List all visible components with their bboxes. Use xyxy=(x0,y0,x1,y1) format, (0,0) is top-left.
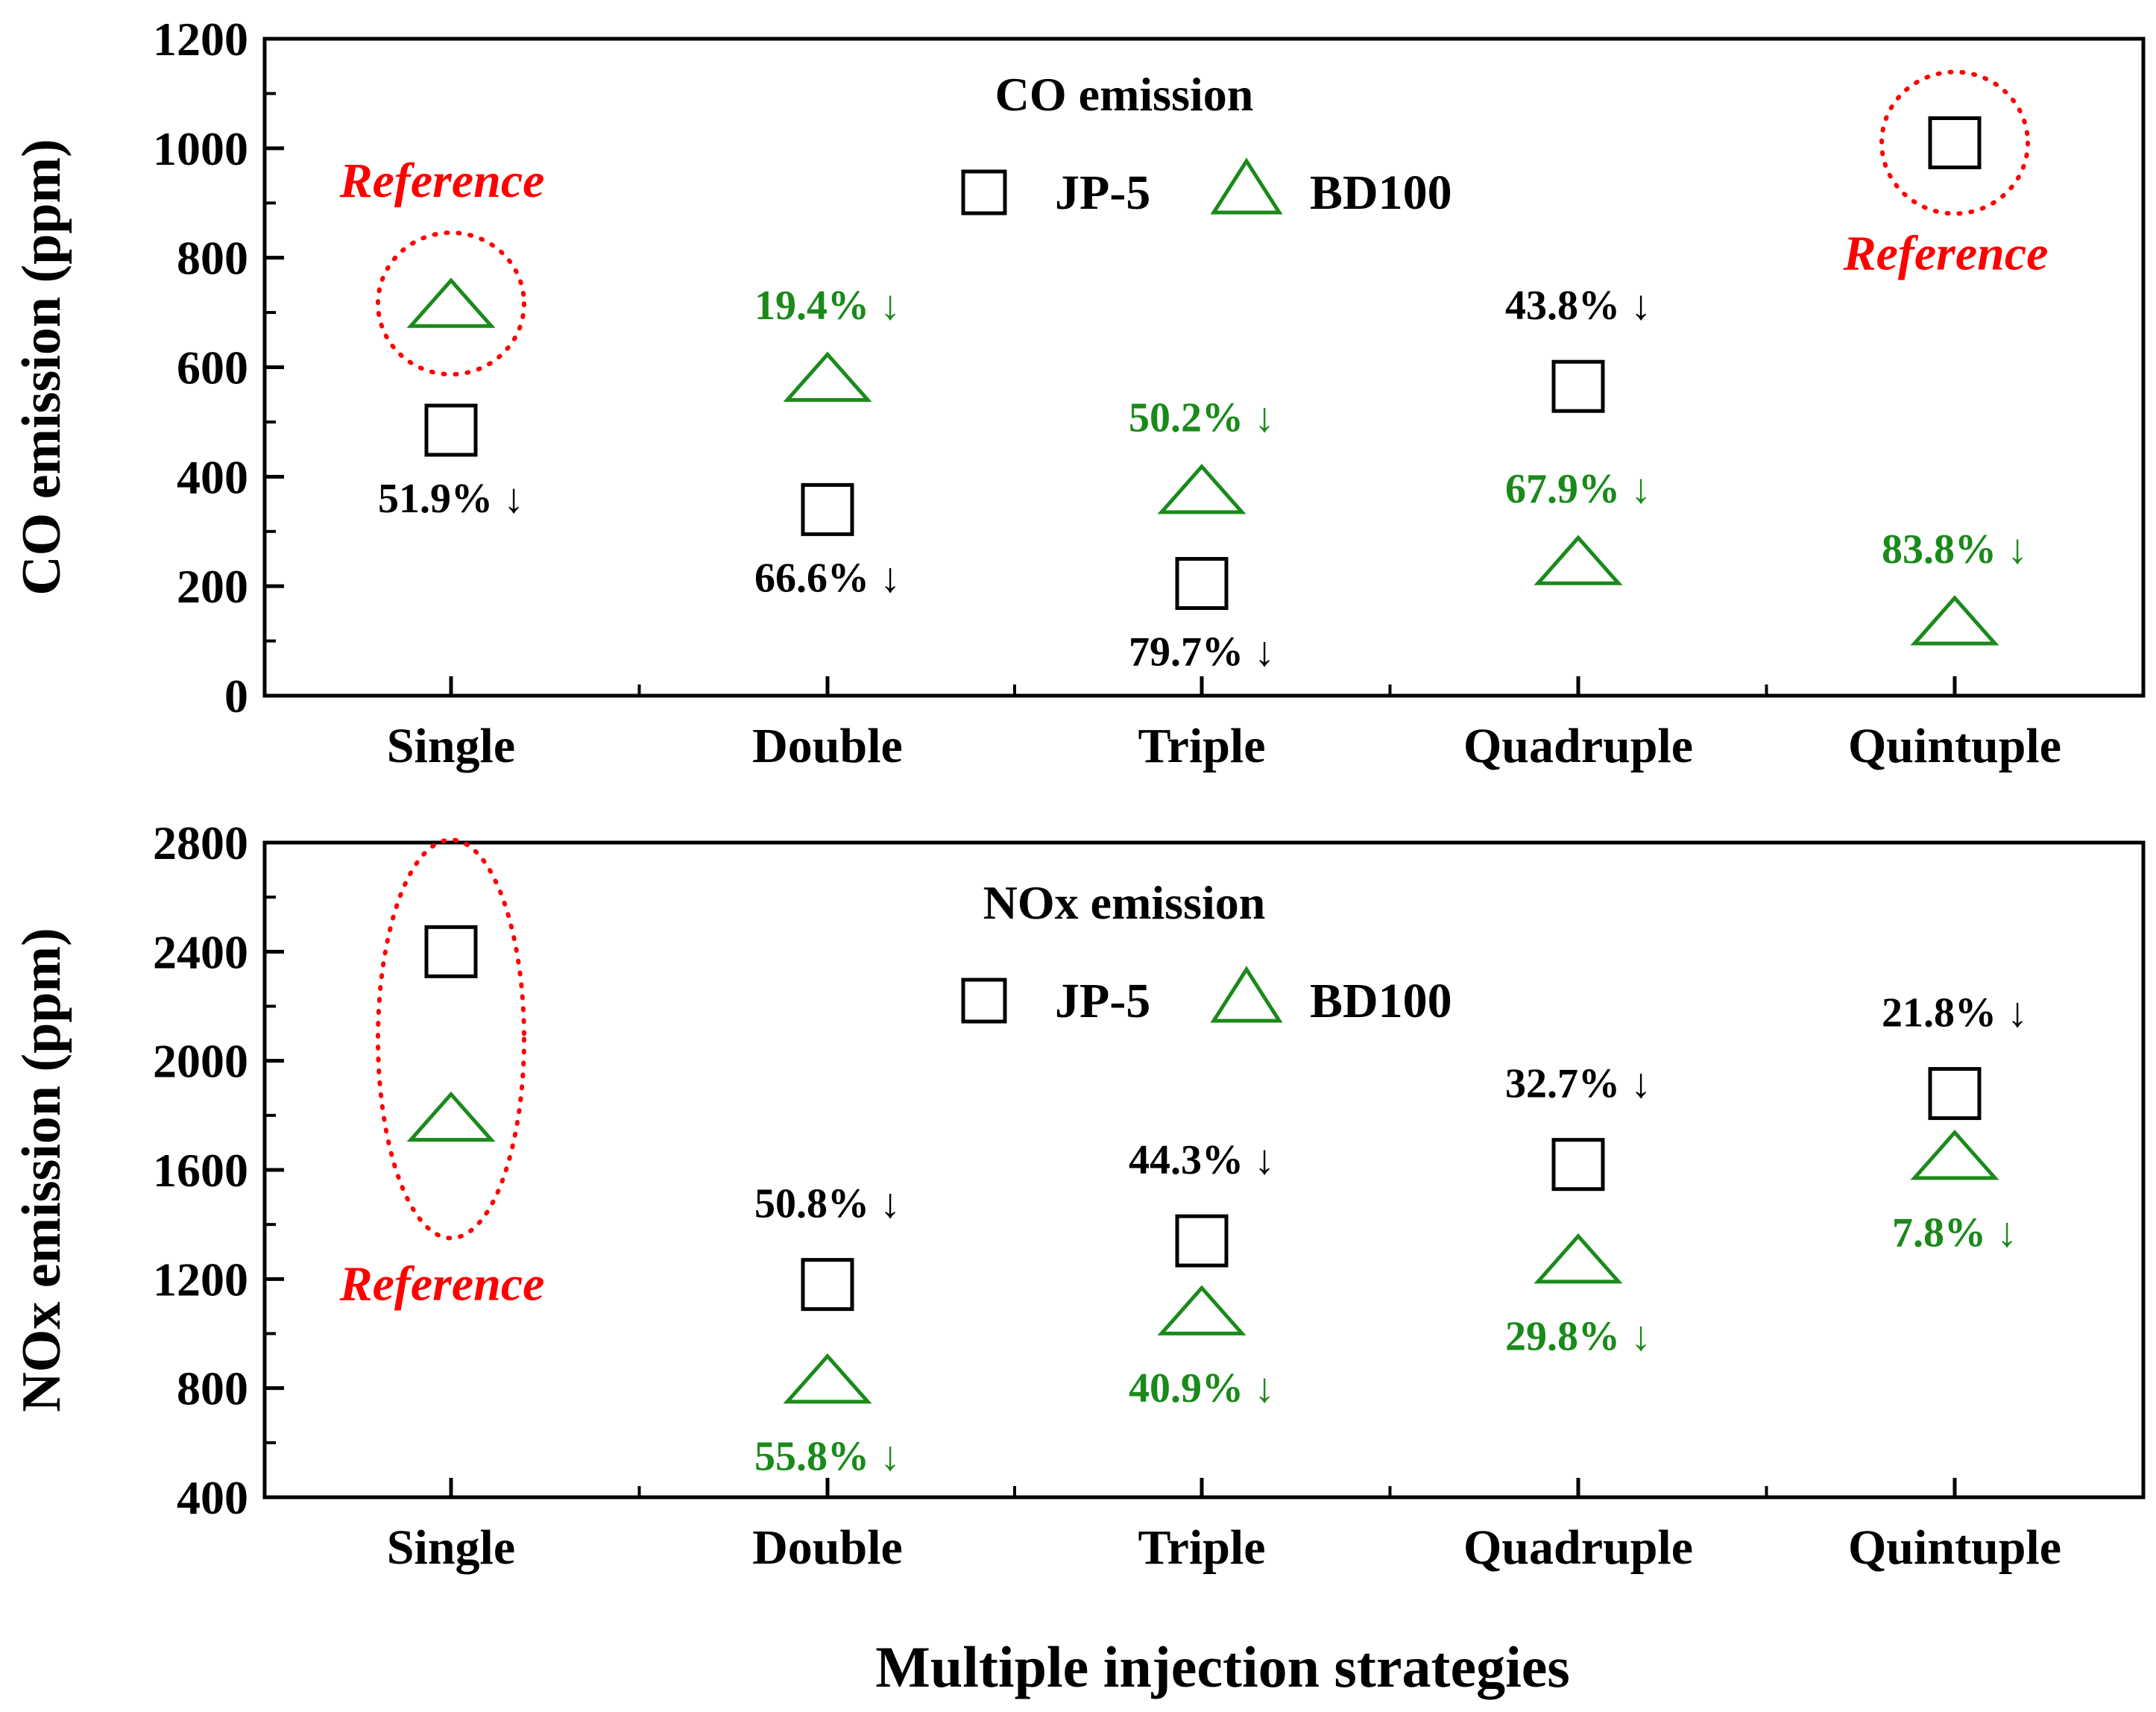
y-tick-label: 1600 xyxy=(153,1144,248,1197)
legend-square-marker xyxy=(961,978,1007,1024)
bd100-point xyxy=(783,351,872,402)
plot-frame xyxy=(262,37,2146,698)
jp5-point xyxy=(1175,556,1229,610)
bd100-reduction-label: 19.4% ↓ xyxy=(754,283,901,329)
x-tick-label: Triple xyxy=(1138,719,1265,773)
legend-triangle-marker xyxy=(1210,157,1283,215)
x-tick-label: Single xyxy=(387,1520,515,1575)
legend-label-bd100: BD100 xyxy=(1310,166,1452,220)
y-tick-label: 800 xyxy=(177,1362,248,1415)
x-tick-label: Quintuple xyxy=(1848,719,2061,773)
jp5-reduction-label: 21.8% ↓ xyxy=(1882,990,2028,1036)
bd100-reduction-label: 67.9% ↓ xyxy=(1505,466,1651,512)
x-axis-label: Multiple injection strategies xyxy=(875,1634,1569,1699)
jp5-point xyxy=(1928,116,1982,169)
jp5-reduction-label: 32.7% ↓ xyxy=(1505,1061,1651,1107)
jp5-reduction-label: 43.8% ↓ xyxy=(1505,283,1651,329)
jp5-reduction-label: 51.9% ↓ xyxy=(378,476,524,522)
reference-label: Reference xyxy=(339,1256,545,1311)
reference-label: Reference xyxy=(339,154,545,208)
y-axis-label: CO emission (ppm) xyxy=(11,139,72,596)
chart-panel-2: 400 800 1200 1600 2000 2400 2800 Single Double Tr… xyxy=(11,816,2146,1575)
y-tick-label: 800 xyxy=(177,232,248,285)
jp5-point xyxy=(1928,1067,1982,1121)
x-tick-label: Quintuple xyxy=(1848,1520,2061,1575)
bd100-reduction-label: 55.8% ↓ xyxy=(754,1434,901,1480)
jp5-reduction-label: 50.8% ↓ xyxy=(754,1181,901,1227)
legend-label-jp5: JP-5 xyxy=(1055,974,1150,1028)
x-tick-label: Double xyxy=(752,719,903,773)
y-tick-label: 2800 xyxy=(153,816,248,869)
jp5-point xyxy=(1175,1214,1229,1268)
bd100-point xyxy=(783,1353,872,1404)
bd100-point xyxy=(1157,463,1246,514)
jp5-point xyxy=(1551,1138,1605,1192)
y-tick-label: 1200 xyxy=(153,13,248,66)
y-tick-label: 1200 xyxy=(153,1253,248,1306)
reference-ellipse xyxy=(1879,69,2030,216)
chart-title: CO emission xyxy=(995,68,1254,121)
reference-ellipse xyxy=(376,230,526,377)
legend-label-jp5: JP-5 xyxy=(1055,166,1150,220)
bd100-point xyxy=(406,1091,496,1142)
y-tick-label: 2400 xyxy=(153,925,248,978)
reference-label: Reference xyxy=(1843,226,2049,280)
y-tick-label: 1000 xyxy=(153,122,248,175)
bd100-point xyxy=(1534,1233,1623,1284)
legend-triangle-marker xyxy=(1210,966,1283,1023)
jp5-point xyxy=(424,403,478,457)
bd100-point xyxy=(406,277,496,328)
bd100-point xyxy=(1910,1129,1999,1180)
jp5-point xyxy=(1551,359,1605,413)
y-axis-label: NOx emission (ppm) xyxy=(11,928,72,1412)
chart-panel-1: 0 200 400 600 800 1000 1200 Single Double Triple Q… xyxy=(11,13,2146,773)
jp5-reduction-label: 66.6% ↓ xyxy=(754,555,901,601)
bd100-point xyxy=(1910,595,1999,646)
y-tick-label: 400 xyxy=(177,450,248,503)
bd100-point xyxy=(1534,535,1623,585)
legend-label-bd100: BD100 xyxy=(1310,974,1452,1028)
bd100-reduction-label: 50.2% ↓ xyxy=(1129,395,1275,441)
reference-ellipse xyxy=(376,837,526,1241)
jp5-point xyxy=(801,482,854,536)
y-tick-label: 200 xyxy=(177,560,248,613)
bd100-reduction-label: 7.8% ↓ xyxy=(1892,1210,2017,1256)
y-tick-label: 2000 xyxy=(153,1035,248,1088)
y-tick-label: 0 xyxy=(224,670,248,723)
x-tick-label: Triple xyxy=(1138,1520,1265,1575)
y-tick-label: 600 xyxy=(177,342,248,394)
legend-square-marker xyxy=(961,169,1007,215)
bd100-reduction-label: 29.8% ↓ xyxy=(1505,1314,1651,1360)
chart-title: NOx emission xyxy=(983,876,1266,929)
bd100-reduction-label: 40.9% ↓ xyxy=(1129,1365,1275,1412)
x-tick-label: Single xyxy=(387,719,515,773)
bd100-reduction-label: 83.8% ↓ xyxy=(1882,526,2028,573)
x-tick-label: Quadruple xyxy=(1463,719,1693,773)
bd100-point xyxy=(1157,1285,1246,1335)
jp5-reduction-label: 44.3% ↓ xyxy=(1129,1137,1275,1183)
jp5-reduction-label: 79.7% ↓ xyxy=(1129,629,1275,675)
y-tick-label: 400 xyxy=(177,1471,248,1524)
x-tick-label: Quadruple xyxy=(1463,1520,1693,1575)
jp5-point xyxy=(424,925,478,978)
x-tick-label: Double xyxy=(752,1520,903,1575)
jp5-point xyxy=(801,1258,854,1312)
